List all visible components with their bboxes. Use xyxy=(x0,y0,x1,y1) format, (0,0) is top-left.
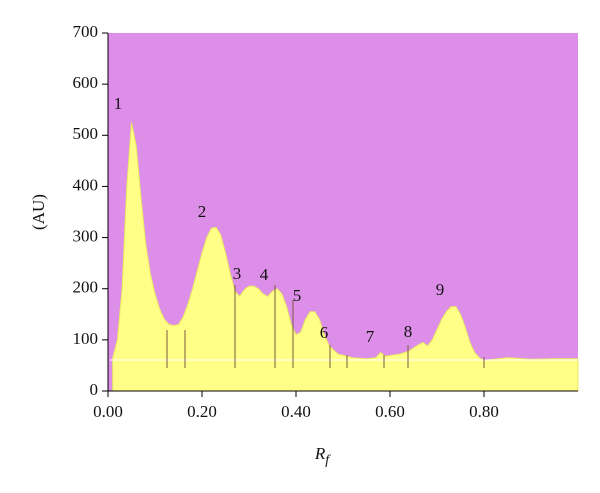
x-tick-label: 0.20 xyxy=(187,402,217,421)
y-tick-label: 300 xyxy=(73,226,99,245)
peak-label: 7 xyxy=(366,327,375,346)
peak-label: 9 xyxy=(436,280,445,299)
y-tick-label: 200 xyxy=(73,278,99,297)
y-tick-label: 500 xyxy=(73,124,99,143)
x-axis-label: Rf xyxy=(314,444,331,468)
y-tick-label: 0 xyxy=(90,380,99,399)
x-tick-label: 0.80 xyxy=(469,402,499,421)
peak-label: 4 xyxy=(260,265,269,284)
peak-label: 8 xyxy=(404,322,413,341)
peak-label: 6 xyxy=(320,323,329,342)
peak-label: 5 xyxy=(293,286,302,305)
y-tick-label: 400 xyxy=(73,175,99,194)
x-tick-label: 0.00 xyxy=(93,402,123,421)
y-axis-label: (AU) xyxy=(29,194,48,230)
y-tick-label: 100 xyxy=(73,329,99,348)
area xyxy=(112,122,579,392)
x-axis-label-main: R xyxy=(314,444,326,463)
x-axis-label-sub: f xyxy=(325,453,331,468)
x-tick-label: 0.40 xyxy=(281,402,311,421)
peak-label: 2 xyxy=(198,202,207,221)
peak-label: 1 xyxy=(114,94,123,113)
y-tick-label: 600 xyxy=(73,73,99,92)
x-tick-label: 0.60 xyxy=(375,402,405,421)
y-tick-label: 700 xyxy=(73,22,99,41)
peak-label: 3 xyxy=(233,264,242,283)
